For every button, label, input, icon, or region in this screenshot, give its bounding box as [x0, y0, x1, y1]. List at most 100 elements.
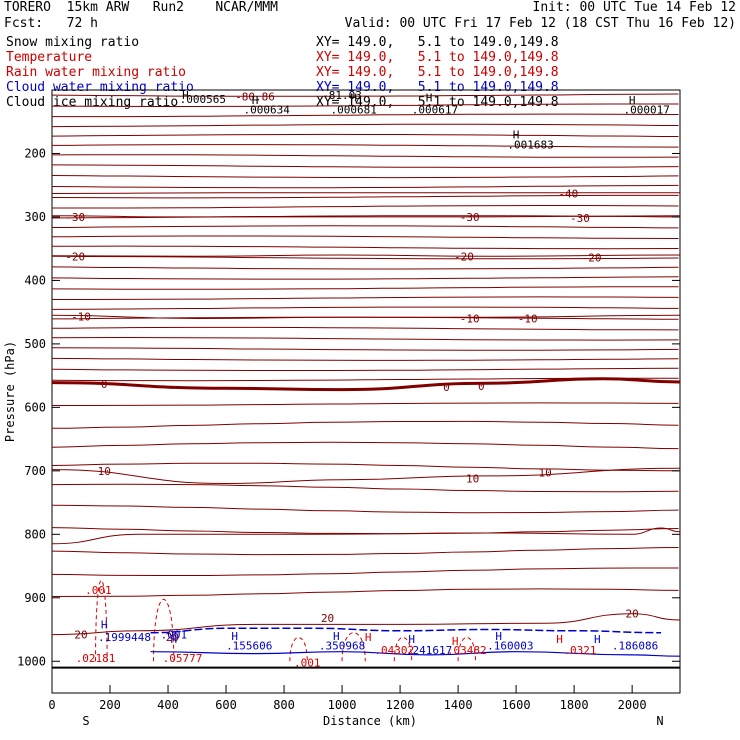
- high-marker-9: H: [333, 630, 340, 643]
- contour-label-3: -40: [558, 187, 578, 200]
- isotherm-minor-23: [51, 326, 679, 331]
- cloud-water-top: [150, 627, 662, 634]
- isotherm-minor-27: [51, 367, 679, 372]
- contour-label-21: .001: [85, 584, 112, 597]
- y-axis-title: Pressure (hPa): [3, 341, 17, 442]
- contour-label-25: .04302: [374, 644, 414, 657]
- contour-label-35: .000565: [180, 93, 226, 106]
- endpoint-left: S: [82, 714, 89, 728]
- xtick-label-1400: 1400: [444, 698, 473, 712]
- model-title: TORERO 15km ARW Run2 NCAR/MMM: [4, 0, 278, 15]
- xtick-label-1200: 1200: [386, 698, 415, 712]
- ytick-label-200: 200: [24, 146, 46, 160]
- isotherm-minor-1: [51, 103, 679, 108]
- rain-cell-0: [95, 579, 108, 662]
- x-axis-title: Distance (km): [323, 714, 417, 728]
- high-marker-6: H: [101, 618, 108, 631]
- high-marker-13: H: [365, 631, 372, 644]
- contour-label-12: 0: [478, 380, 485, 393]
- contour-label-36: .000634: [243, 104, 290, 117]
- isotherm-minor-11: [51, 204, 679, 209]
- isotherm-minor-2: [51, 113, 679, 118]
- legend-xy-3: XY= 149.0, 5.1 to 149.0,149.8: [316, 80, 559, 95]
- contour-label-30: .155606: [226, 639, 272, 652]
- isotherm-minor-10: [51, 194, 679, 199]
- contour-label-23: .05777: [163, 652, 203, 665]
- contour-label-14: 10: [466, 472, 479, 485]
- xtick-label-400: 400: [157, 698, 179, 712]
- contour-label-5: -20: [454, 250, 474, 263]
- isotherm-0-4: [51, 377, 681, 392]
- high-marker-4: H: [629, 94, 636, 107]
- legend-xy-2: XY= 149.0, 5.1 to 149.0,149.8: [316, 65, 559, 80]
- ytick-label-1000: 1000: [17, 654, 46, 668]
- contour-label-29: .001: [161, 629, 188, 642]
- xtick-label-200: 200: [99, 698, 121, 712]
- contour-label-11: 0: [443, 381, 450, 394]
- contour-label-20: -80.86: [235, 90, 275, 103]
- isotherm-minor-4: [51, 133, 679, 137]
- contour-label-27: .0321: [563, 644, 596, 657]
- contour-label-28: .1999448: [98, 631, 151, 644]
- isotherm-minor-19: [51, 286, 679, 290]
- ytick-label-800: 800: [24, 527, 46, 541]
- contour-label-6: -20: [582, 252, 602, 265]
- isotherm-minor-26: [51, 357, 679, 361]
- contour-label-17: 20: [626, 608, 639, 621]
- high-marker-2: H: [350, 92, 357, 105]
- isotherm-minor-16: [51, 255, 679, 260]
- isotherm-minor-29: [51, 402, 679, 406]
- isotherm-minor-8: [51, 175, 679, 179]
- high-marker-0: H: [182, 89, 189, 102]
- high-marker-11: H: [495, 630, 502, 643]
- contour-label-15: 10: [538, 467, 551, 480]
- contour-label-26: .03482: [447, 644, 487, 657]
- ytick-label-700: 700: [24, 464, 46, 478]
- isotherm-m20-2: [51, 254, 681, 257]
- isotherm-minor-0: [51, 93, 679, 97]
- legend-name-1: Temperature: [6, 50, 93, 65]
- isotherm-minor-17: [51, 266, 679, 270]
- contour-label-0: -30: [65, 211, 85, 224]
- ytick-label-400: 400: [24, 273, 46, 287]
- legend-xy-1: XY= 149.0, 5.1 to 149.0,149.8: [316, 50, 559, 65]
- isotherm-minor-32: [51, 462, 679, 472]
- isotherm-minor-30: [51, 420, 679, 429]
- legend-name-3: Cloud water mixing ratio: [6, 80, 194, 95]
- isotherm-minor-6: [51, 154, 679, 158]
- contour-label-34: .186086: [612, 639, 658, 652]
- legend-name-0: Snow mixing ratio: [6, 35, 140, 50]
- isotherm-minor-13: [51, 225, 679, 229]
- xtick-label-1000: 1000: [328, 698, 357, 712]
- isotherm-minor-7: [51, 164, 679, 168]
- contour-label-41: -81.03: [322, 89, 362, 102]
- contour-label-24: .001: [294, 657, 321, 670]
- isotherm-m10-3: [51, 314, 681, 320]
- isotherm-minor-15: [51, 245, 679, 250]
- isotherm-800: [51, 527, 681, 545]
- rain-cell-3: [341, 632, 366, 662]
- contour-label-7: -10: [71, 311, 91, 324]
- isotherm-minor-5: [51, 144, 679, 148]
- xtick-label-600: 600: [215, 698, 237, 712]
- legend-xy-0: XY= 149.0, 5.1 to 149.0,149.8: [316, 35, 559, 50]
- rain-cell-1: [153, 598, 175, 662]
- isotherm-minor-38: [51, 588, 679, 597]
- contour-label-1: -30: [460, 211, 480, 224]
- contour-label-2: -30: [570, 212, 590, 225]
- isotherm-m30-0: [51, 215, 681, 218]
- contour-label-38: .000617: [412, 104, 458, 117]
- ytick-label-500: 500: [24, 337, 46, 351]
- contour-label-19: 20: [166, 631, 179, 644]
- contour-label-18: 20: [74, 629, 87, 642]
- forecast-hour: Fcst: 72 h: [4, 16, 98, 31]
- cloud-water-base: [150, 651, 681, 657]
- xtick-label-0: 0: [48, 698, 55, 712]
- endpoint-right: N: [656, 714, 663, 728]
- contour-label-31: .350968: [319, 639, 365, 652]
- plot-frame: [51, 89, 681, 694]
- contour-label-33: .160003: [487, 639, 533, 652]
- xtick-label-2000: 2000: [618, 698, 647, 712]
- high-marker-10: H: [408, 633, 415, 646]
- isotherm-20-6: [51, 613, 681, 636]
